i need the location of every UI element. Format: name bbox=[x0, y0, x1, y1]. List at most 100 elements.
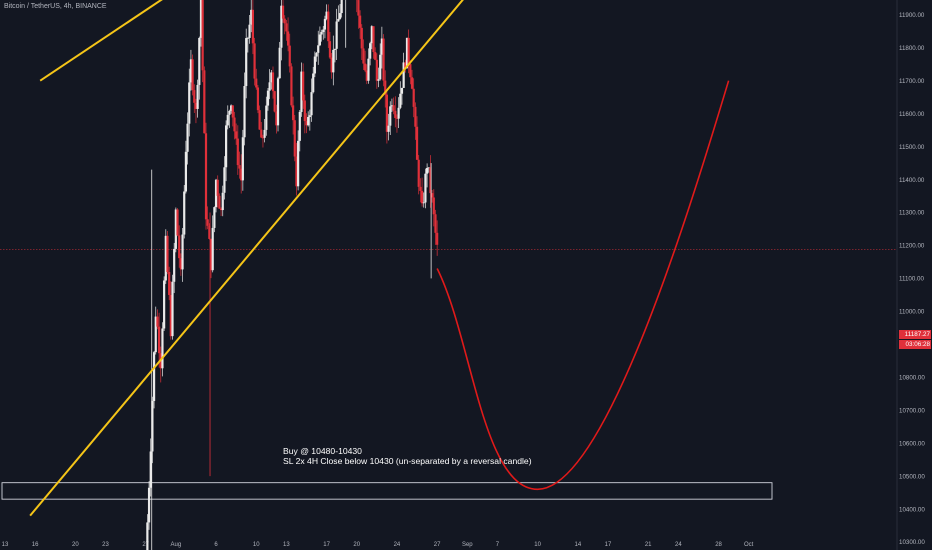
candle-down[interactable] bbox=[169, 294, 172, 337]
candle-up[interactable] bbox=[400, 87, 404, 94]
buy-zone[interactable] bbox=[1, 482, 773, 500]
candle-up[interactable] bbox=[312, 73, 315, 93]
candle-down[interactable] bbox=[271, 72, 275, 92]
candle-down[interactable] bbox=[364, 63, 367, 71]
candle-up[interactable] bbox=[161, 328, 164, 369]
candle-up[interactable] bbox=[422, 202, 425, 204]
candle-up[interactable] bbox=[163, 280, 166, 329]
candle-up[interactable] bbox=[147, 487, 151, 523]
candle-up[interactable] bbox=[186, 123, 189, 152]
candle-down[interactable] bbox=[419, 186, 422, 191]
candle-up[interactable] bbox=[297, 140, 300, 187]
candle-up[interactable] bbox=[164, 235, 167, 281]
candle-up[interactable] bbox=[188, 82, 191, 124]
candle-up[interactable] bbox=[315, 52, 318, 57]
candle-up[interactable] bbox=[198, 37, 201, 85]
candle-up[interactable] bbox=[300, 71, 303, 112]
candle-up[interactable] bbox=[313, 56, 316, 74]
candle-down[interactable] bbox=[302, 71, 305, 101]
candle-up[interactable] bbox=[223, 167, 226, 193]
candle-down[interactable] bbox=[281, 5, 285, 19]
candle-down[interactable] bbox=[206, 219, 209, 226]
candle-down[interactable] bbox=[208, 225, 211, 239]
candle-down[interactable] bbox=[158, 326, 161, 354]
candle-down[interactable] bbox=[203, 70, 206, 134]
candle-down[interactable] bbox=[286, 31, 290, 46]
candle-up[interactable] bbox=[390, 105, 394, 107]
candle-down[interactable] bbox=[194, 102, 198, 109]
candle-up[interactable] bbox=[278, 47, 281, 79]
candle-down[interactable] bbox=[415, 126, 419, 160]
candle-up[interactable] bbox=[320, 32, 323, 35]
candle-up[interactable] bbox=[250, 9, 253, 25]
candle-down[interactable] bbox=[156, 316, 159, 327]
candle-up[interactable] bbox=[266, 90, 270, 106]
candle-down[interactable] bbox=[292, 105, 295, 121]
candle-up[interactable] bbox=[280, 5, 283, 48]
candle-down[interactable] bbox=[231, 105, 234, 118]
candle-down[interactable] bbox=[275, 111, 278, 126]
candle-down[interactable] bbox=[253, 43, 256, 79]
candle-up[interactable] bbox=[146, 522, 149, 550]
candle-up[interactable] bbox=[184, 151, 187, 192]
candle-up[interactable] bbox=[196, 84, 199, 109]
candle-up[interactable] bbox=[270, 72, 273, 83]
candle-up[interactable] bbox=[337, 18, 340, 22]
candle-down[interactable] bbox=[404, 62, 407, 69]
candle-down[interactable] bbox=[260, 129, 263, 138]
candle-up[interactable] bbox=[332, 49, 335, 73]
candle-up[interactable] bbox=[189, 59, 193, 83]
candle-up[interactable] bbox=[338, 13, 342, 19]
candle-up[interactable] bbox=[318, 34, 321, 46]
candle-down[interactable] bbox=[176, 209, 179, 236]
candle-down[interactable] bbox=[218, 195, 221, 209]
candle-down[interactable] bbox=[209, 238, 213, 271]
candle-down[interactable] bbox=[327, 11, 330, 42]
candle-down[interactable] bbox=[293, 120, 296, 157]
candle-up[interactable] bbox=[174, 209, 177, 249]
candle-up[interactable] bbox=[276, 78, 280, 126]
candle-down[interactable] bbox=[261, 137, 265, 139]
candle-up[interactable] bbox=[214, 179, 218, 208]
candle-down[interactable] bbox=[290, 66, 293, 106]
candle-up[interactable] bbox=[151, 400, 154, 452]
candle-up[interactable] bbox=[183, 191, 186, 235]
candle-up[interactable] bbox=[211, 227, 214, 271]
candle-up[interactable] bbox=[298, 111, 301, 141]
candle-up[interactable] bbox=[265, 105, 268, 130]
candle-up[interactable] bbox=[248, 24, 251, 38]
candle-up[interactable] bbox=[307, 116, 310, 126]
candle-down[interactable] bbox=[429, 167, 432, 194]
candle-down[interactable] bbox=[365, 70, 368, 81]
candle-up[interactable] bbox=[199, 0, 203, 38]
candle-up[interactable] bbox=[322, 29, 325, 33]
candle-up[interactable] bbox=[268, 82, 271, 91]
candle-down[interactable] bbox=[431, 193, 434, 198]
candle-down[interactable] bbox=[178, 235, 181, 259]
candle-up[interactable] bbox=[402, 62, 405, 88]
candle-down[interactable] bbox=[359, 15, 362, 28]
candle-up[interactable] bbox=[335, 21, 338, 49]
candle-down[interactable] bbox=[384, 80, 387, 95]
candle-up[interactable] bbox=[173, 248, 176, 282]
candle-down[interactable] bbox=[374, 52, 377, 60]
candle-down[interactable] bbox=[236, 138, 239, 166]
candle-down[interactable] bbox=[240, 168, 243, 181]
candle-down[interactable] bbox=[420, 190, 424, 204]
candle-down[interactable] bbox=[303, 100, 306, 122]
candle-up[interactable] bbox=[377, 79, 380, 81]
candle-down[interactable] bbox=[168, 271, 171, 295]
candle-up[interactable] bbox=[171, 281, 174, 337]
candle-down[interactable] bbox=[233, 117, 236, 132]
candle-down[interactable] bbox=[328, 41, 332, 58]
candle-down[interactable] bbox=[360, 27, 363, 49]
candle-down[interactable] bbox=[204, 133, 208, 220]
candle-down[interactable] bbox=[417, 159, 420, 187]
candle-down[interactable] bbox=[191, 59, 194, 91]
candle-up[interactable] bbox=[427, 167, 430, 169]
candle-down[interactable] bbox=[385, 94, 388, 132]
candle-down[interactable] bbox=[362, 48, 365, 64]
candle-down[interactable] bbox=[382, 38, 385, 81]
candle-down[interactable] bbox=[251, 9, 254, 44]
